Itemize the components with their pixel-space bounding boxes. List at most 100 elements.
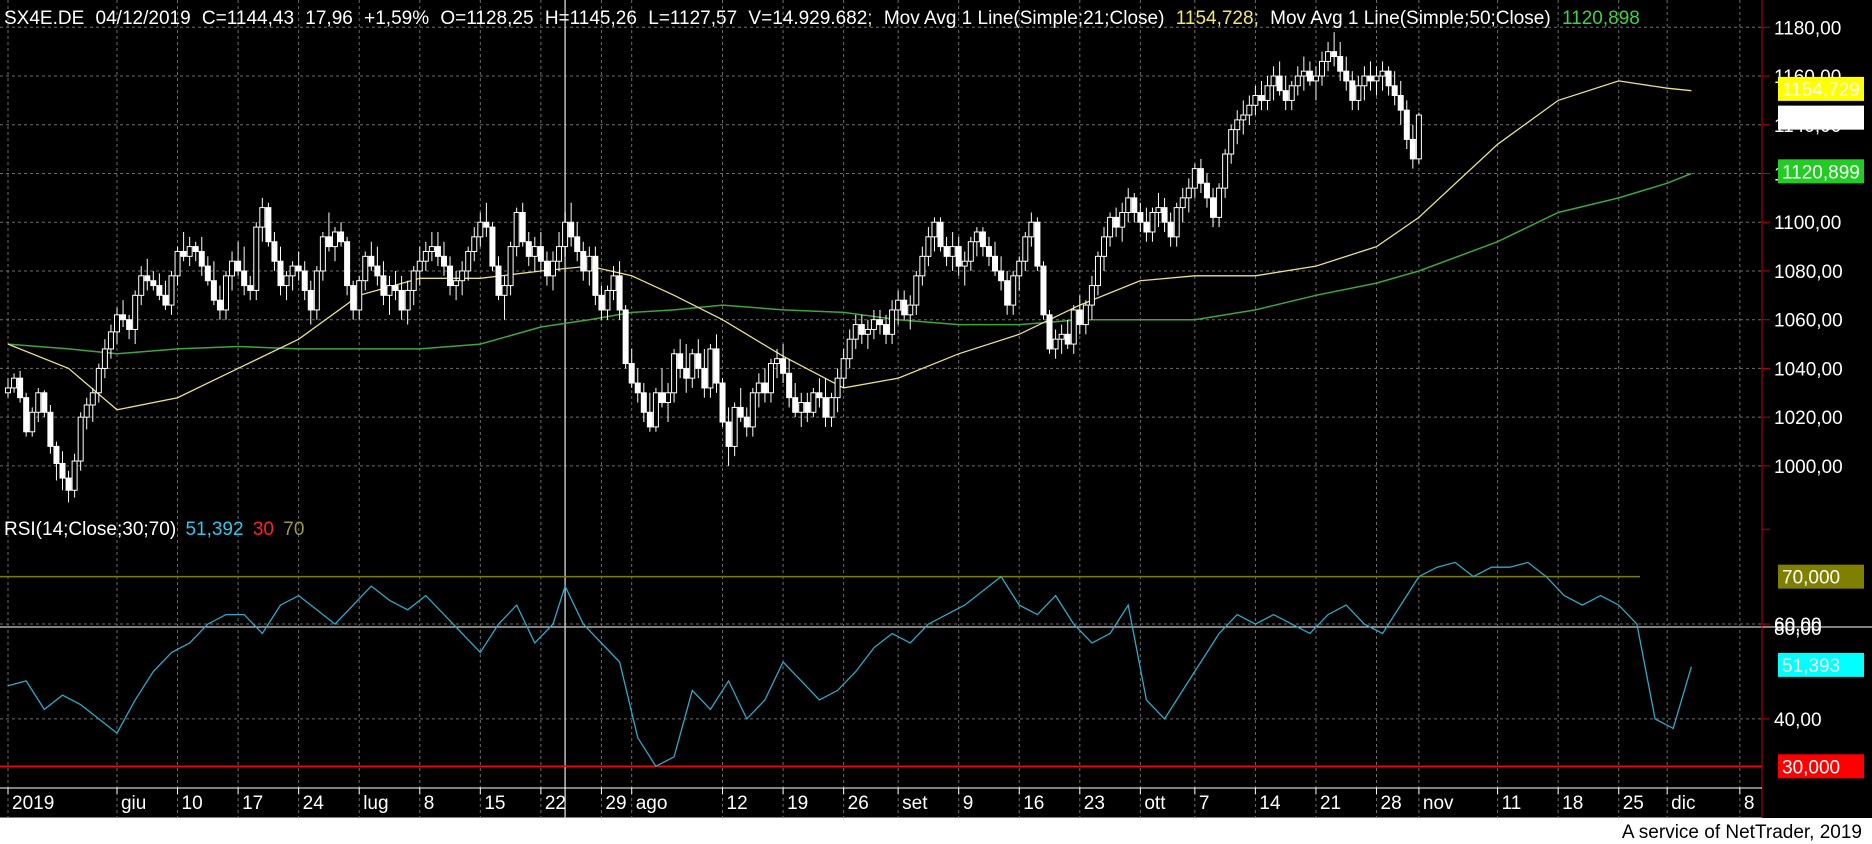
candle-body	[53, 445, 60, 464]
candle-body	[707, 348, 714, 389]
candle-body	[1264, 85, 1271, 101]
candle-body	[998, 270, 1005, 282]
candle-body	[150, 280, 157, 287]
header-change: 17,96	[305, 8, 353, 29]
candle-body	[307, 289, 314, 311]
candle-body	[1246, 104, 1253, 116]
candle-body	[71, 460, 78, 491]
candle-body	[1337, 56, 1344, 72]
candle-body	[1210, 197, 1217, 218]
candle-body	[562, 221, 569, 248]
rsi-header: RSI(14;Close;30;70) 51,392 30 70	[4, 519, 304, 540]
candle-body	[1143, 221, 1150, 233]
candle-body	[1391, 85, 1398, 97]
price-tick-label: 1060,00	[1774, 311, 1843, 332]
candle-body	[362, 255, 369, 282]
candle-body	[616, 275, 623, 311]
candle-body	[919, 255, 926, 277]
badge-rsi-upper: 70,000	[1782, 568, 1840, 589]
date-tick-label: 12	[727, 793, 748, 814]
candle-body	[852, 324, 859, 340]
candle-body	[198, 250, 205, 267]
candle-body	[265, 207, 272, 243]
candle-body	[1185, 187, 1192, 199]
date-tick-label: 24	[303, 793, 325, 814]
candle-body	[840, 358, 847, 379]
rsi-tick-label: 60,00	[1774, 615, 1822, 636]
chart-header: SX4E.DE 04/12/2019 C=1144,43 17,96 +1,59…	[4, 8, 1640, 29]
badge-rsi-value: 51,393	[1782, 656, 1840, 677]
candle-body	[186, 246, 193, 257]
candle-body	[107, 331, 114, 350]
candle-body	[1022, 236, 1029, 262]
candle-body	[598, 294, 605, 311]
candle-body	[864, 328, 871, 335]
candle-body	[168, 275, 175, 306]
candle-body	[1052, 338, 1059, 350]
candle-body	[1034, 221, 1041, 267]
candle-body	[961, 260, 968, 267]
candle-body	[95, 367, 102, 394]
rsi-header-lower: 30	[253, 519, 274, 540]
header-open: O=1128,25	[440, 8, 533, 29]
candle-body	[792, 397, 799, 413]
candle-body	[65, 477, 72, 491]
rsi-tick-label: 40,00	[1774, 710, 1822, 731]
header-ma50-value: 1120,898	[1562, 8, 1640, 29]
candle-body	[325, 236, 332, 248]
candle-body	[83, 404, 90, 418]
candle-body	[471, 236, 478, 252]
rsi-line	[7, 561, 1693, 768]
candle-body	[1094, 255, 1101, 287]
badge-rsi-lower: 30,000	[1782, 757, 1840, 778]
candle-body	[1385, 70, 1392, 87]
date-tick-label: 15	[484, 793, 505, 814]
candle-body	[640, 392, 647, 413]
date-tick-label: lug	[363, 793, 388, 814]
candle-body	[313, 270, 320, 311]
date-tick-label: 28	[1381, 793, 1402, 814]
badge-rsi-upper-bg	[1778, 564, 1864, 589]
candle-body	[350, 285, 357, 311]
candle-body	[834, 377, 841, 399]
candle-body	[1270, 75, 1277, 87]
candle-body	[422, 250, 429, 262]
candle-body	[586, 255, 593, 272]
badge-rsi-lower-bg	[1778, 754, 1864, 779]
candle-body	[1173, 207, 1180, 238]
candle-body	[943, 246, 950, 257]
candle-body	[162, 294, 169, 306]
date-tick-label: 7	[1199, 793, 1210, 814]
candle-body	[804, 402, 811, 413]
candle-body	[289, 265, 296, 277]
candle-body	[568, 221, 575, 238]
candle-body	[937, 221, 944, 248]
date-tick-label: nov	[1423, 793, 1454, 814]
candle-body	[41, 392, 48, 413]
footer-band	[0, 818, 1872, 844]
candle-body	[1082, 304, 1089, 326]
candle-body	[883, 324, 890, 335]
candle-body	[1076, 309, 1083, 326]
candle-body	[658, 392, 665, 404]
candle-body	[1276, 75, 1283, 92]
candle-body	[519, 211, 526, 243]
date-tick-label: 11	[1502, 793, 1522, 814]
candle-body	[1179, 197, 1186, 209]
ma50-line	[7, 172, 1692, 355]
date-tick-label: 14	[1259, 793, 1281, 814]
badge-rsi-value-bg	[1778, 652, 1864, 677]
candle-body	[1415, 114, 1422, 160]
footer-text: A service of NetTrader, 2019	[1622, 822, 1862, 843]
candle-body	[622, 309, 629, 365]
price-tick-label: 1020,00	[1774, 408, 1843, 429]
candle-body	[23, 397, 30, 433]
candle-body	[537, 246, 544, 262]
candle-body	[410, 270, 417, 291]
candle-body	[398, 289, 405, 311]
candle-body	[113, 314, 120, 333]
candle-body	[483, 221, 490, 228]
candle-body	[1300, 70, 1307, 77]
candle-body	[895, 299, 902, 311]
candle-body	[580, 250, 587, 272]
